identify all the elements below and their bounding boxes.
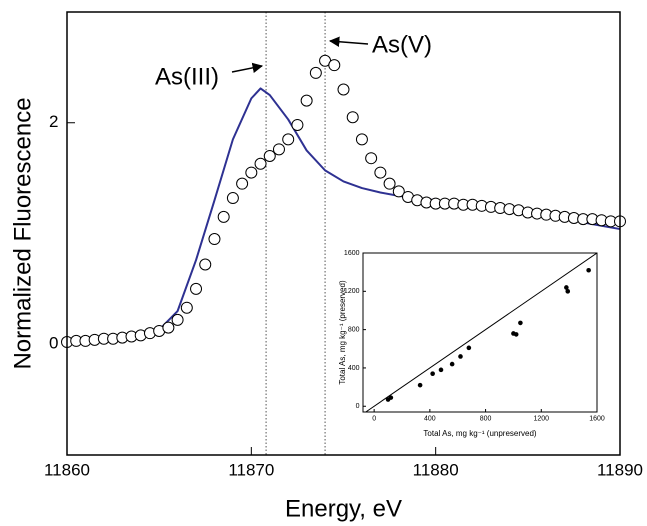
- data-point: [392, 185, 405, 198]
- x-axis-label: Energy, eV: [285, 495, 402, 522]
- data-point: [245, 166, 258, 179]
- plot: 11860 11870 11880 11890 0 2 Energy, eV Normaliz…: [9, 11, 643, 522]
- data-point: [586, 267, 591, 273]
- y-axis-label: Total As, mg kg⁻¹ (preserved): [338, 280, 347, 385]
- y-tick-label: 800: [348, 326, 360, 333]
- data-point: [254, 157, 267, 170]
- data-point: [355, 133, 368, 146]
- data-point: [180, 301, 193, 314]
- data-point: [430, 371, 435, 376]
- data-point: [328, 59, 341, 72]
- data-point: [365, 152, 378, 165]
- data-point: [162, 321, 175, 334]
- data-point: [226, 192, 239, 205]
- y-tick-label: 0: [49, 334, 58, 353]
- data-point: [564, 285, 569, 290]
- y-tick-label: 0: [356, 403, 360, 410]
- plot-frame: [66, 11, 621, 456]
- data-point: [208, 233, 221, 246]
- data-point: [236, 177, 249, 190]
- x-tick-label: 1200: [533, 415, 549, 422]
- x-tick-label: 11860: [44, 461, 90, 480]
- data-point: [449, 361, 455, 367]
- data-point: [438, 367, 444, 373]
- data-point: [337, 83, 350, 96]
- data-point: [282, 133, 295, 146]
- data-point: [565, 289, 571, 294]
- x-tick-label: 11870: [228, 461, 274, 480]
- data-point: [291, 118, 304, 131]
- data-point: [263, 149, 276, 162]
- y-tick-label: 2: [49, 112, 58, 131]
- y-tick-label: 1200: [344, 288, 360, 295]
- annotation-arrow: [231, 62, 264, 74]
- annotation: As(V): [372, 31, 432, 58]
- data-point: [217, 210, 230, 223]
- data-point: [513, 332, 519, 337]
- data-point: [466, 345, 472, 351]
- data-point: [300, 94, 313, 107]
- data-point: [417, 382, 423, 388]
- data-point: [388, 395, 394, 400]
- annotation: As(III): [155, 63, 219, 90]
- data-point: [272, 143, 285, 156]
- data-point: [458, 354, 463, 359]
- data-point: [309, 66, 322, 79]
- data-point: [199, 258, 212, 271]
- x-tick-label: 11880: [413, 461, 459, 480]
- data-point: [346, 111, 359, 124]
- x-tick-label: 800: [480, 415, 492, 422]
- identity-line: [365, 252, 598, 413]
- plot: 0 400 800 1200 1600 0 400 800 1200 1600 Total As, …: [338, 250, 605, 438]
- data-point: [383, 177, 396, 190]
- data-point: [171, 313, 184, 326]
- annotation-arrow: [328, 36, 369, 47]
- plot-frame: [362, 252, 598, 413]
- y-tick-label: 400: [348, 365, 360, 372]
- x-tick-label: 400: [424, 415, 436, 422]
- x-axis-label: Total As, mg kg⁻¹ (unpreserved): [423, 429, 536, 438]
- x-tick-label: 1600: [589, 415, 605, 422]
- y-axis-label: Normalized Fluorescence: [9, 97, 36, 369]
- data-point: [518, 320, 523, 326]
- data-point: [190, 282, 203, 295]
- x-tick-label: 11890: [597, 461, 643, 480]
- y-tick-label: 1600: [344, 250, 360, 257]
- data-point: [374, 166, 387, 179]
- x-tick-label: 0: [372, 415, 376, 422]
